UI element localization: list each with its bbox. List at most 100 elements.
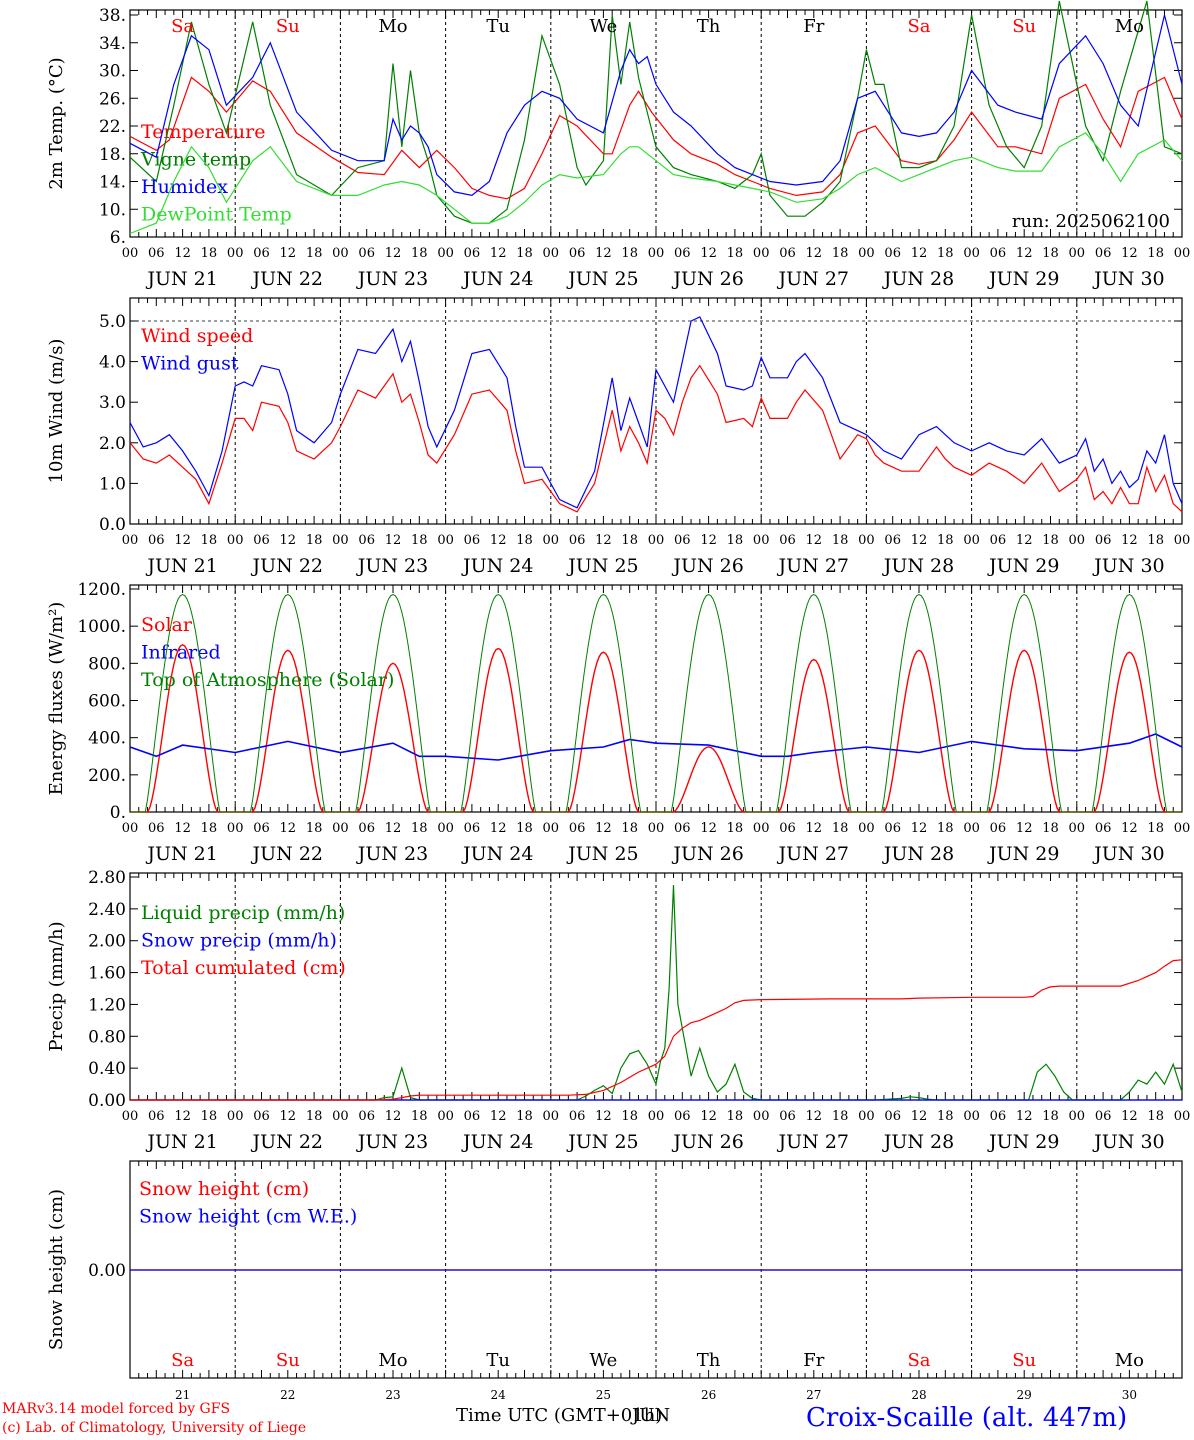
x-hour-label: 18 [727,246,744,261]
x-hour-label: 06 [1095,533,1112,548]
legend-snow-precip-mm-h: Snow precip (mm/h) [141,930,337,952]
y-axis-label: Precip (mm/h) [46,921,67,1051]
day-number: 25 [596,1388,611,1402]
y-tick-label: 2.0 [99,434,126,454]
series-total-cumulated-cm [130,959,1183,1101]
x-hour-label: 18 [201,533,218,548]
x-hour-label: 12 [174,533,191,548]
x-hour-label: 18 [201,1109,218,1124]
x-hour-label: 12 [595,821,612,836]
x-hour-label: 18 [201,246,218,261]
day-abbr-top: Tu [486,16,510,37]
x-hour-label: 18 [411,533,428,548]
x-date-label: JUN 23 [356,843,428,865]
x-hour-label: 00 [858,1109,875,1124]
x-hour-label: 06 [358,533,375,548]
legend-wind-speed: Wind speed [141,325,253,347]
x-date-label: JUN 30 [1092,555,1164,577]
series-solar [656,746,762,813]
x-hour-label: 12 [1121,533,1138,548]
legend-wind-gust: Wind gust [141,353,239,375]
legend-liquid-precip-mm-h: Liquid precip (mm/h) [141,902,345,924]
y-tick-label: 2.80 [88,868,126,888]
x-date-label: JUN 24 [461,555,533,577]
day-abbr-bottom: Mo [1115,1350,1144,1371]
x-hour-label: 18 [1147,1109,1164,1124]
x-hour-label: 18 [727,1109,744,1124]
x-hour-label: 06 [779,533,796,548]
x-hour-label: 00 [648,533,665,548]
legend-total-cumulated-cm: Total cumulated (cm) [141,957,346,979]
legend-snow-height-cm: Snow height (cm) [139,1178,309,1200]
series-solar [445,647,551,813]
day-abbr-bottom: Tu [486,1350,510,1371]
x-hour-label: 12 [595,1109,612,1124]
series-solar [550,651,656,813]
series-wind-gust [129,316,1183,509]
legend-temperature: Temperature [141,121,265,143]
x-date-label: JUN 30 [1092,268,1164,290]
series-vigne-temp [129,0,1183,224]
x-hour-label: 00 [543,246,560,261]
x-hour-label: 00 [122,1109,139,1124]
x-hour-label: 00 [963,246,980,261]
x-date-label: JUN 28 [882,843,954,865]
y-tick-label: 1.0 [99,474,126,494]
x-hour-label: 00 [227,1109,244,1124]
x-date-label: JUN 27 [777,843,849,865]
y-tick-label: 14. [99,173,126,193]
x-hour-label: 00 [753,246,770,261]
x-hour-label: 00 [963,1109,980,1124]
x-hour-label: 12 [700,1109,717,1124]
x-hour-label: 00 [1069,821,1086,836]
x-date-label: JUN 21 [145,268,217,290]
x-date-label: JUN 21 [145,1131,217,1153]
x-hour-label: 00 [122,821,139,836]
x-hour-label: 06 [990,533,1007,548]
x-date-label: JUN 21 [145,555,217,577]
y-tick-label: 18. [99,145,126,165]
y-axis-label: Energy fluxes (W/m²) [46,602,67,796]
x-hour-label: 18 [516,533,533,548]
x-hour-label: 06 [674,246,691,261]
x-hour-label: 06 [253,821,270,836]
series-top-of-atmosphere-solar [235,594,341,813]
x-hour-label: 00 [437,821,454,836]
x-hour-label: 06 [990,1109,1007,1124]
x-hour-label: 00 [963,533,980,548]
x-hour-label: 18 [201,821,218,836]
x-hour-label: 00 [227,533,244,548]
series-solar [340,662,446,813]
x-hour-label: 00 [227,821,244,836]
x-hour-label: 12 [385,533,402,548]
x-hour-label: 06 [674,533,691,548]
x-hour-label: 12 [490,1109,507,1124]
day-abbr-bottom: Sa [907,1350,930,1371]
day-abbr-top: Su [276,16,300,37]
y-tick-label: 1200. [77,580,126,600]
x-hour-label: 00 [858,533,875,548]
x-hour-label: 12 [700,246,717,261]
x-hour-label: 18 [411,246,428,261]
y-tick-label: 1.60 [88,964,126,984]
x-hour-label: 00 [1069,533,1086,548]
x-hour-label: 12 [1016,533,1033,548]
x-date-label: JUN 29 [987,843,1059,865]
x-hour-label: 12 [700,533,717,548]
day-number: 23 [385,1388,400,1402]
lab-credit-line: (c) Lab. of Climatology, University of L… [2,1420,307,1436]
x-hour-label: 12 [490,821,507,836]
y-tick-label: 1.20 [88,995,126,1015]
legend-top-of-atmosphere-solar: Top of Atmosphere (Solar) [141,669,394,691]
x-date-label: JUN 22 [251,555,323,577]
x-hour-label: 00 [963,821,980,836]
x-hour-label: 12 [1121,821,1138,836]
y-tick-label: 0.00 [88,1091,126,1111]
x-hour-label: 00 [648,1109,665,1124]
x-hour-label: 12 [280,1109,297,1124]
y-tick-label: 1000. [77,617,126,637]
series-top-of-atmosphere-solar [761,594,867,813]
x-date-label: JUN 28 [882,555,954,577]
x-date-label: JUN 25 [566,843,638,865]
